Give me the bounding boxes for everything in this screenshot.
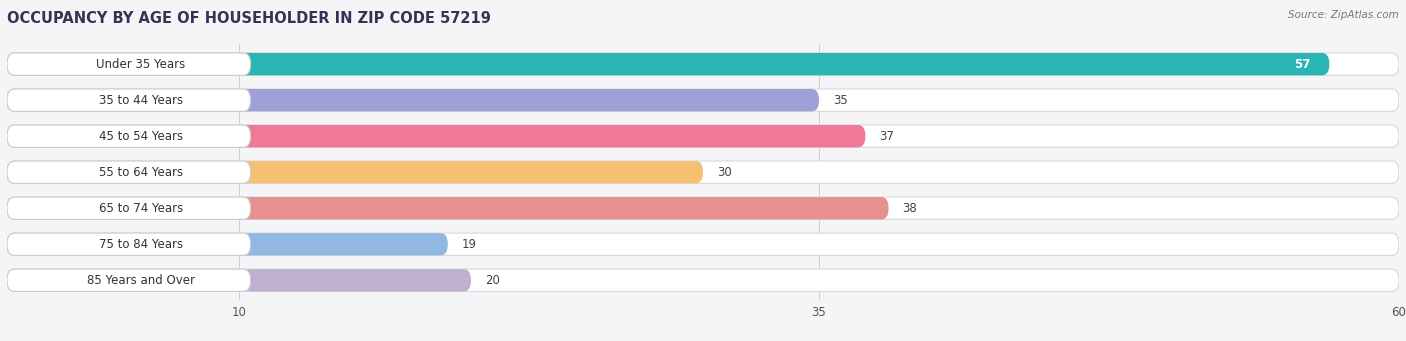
FancyBboxPatch shape <box>7 269 250 292</box>
FancyBboxPatch shape <box>7 53 1399 75</box>
FancyBboxPatch shape <box>7 197 1399 219</box>
Text: 30: 30 <box>717 166 731 179</box>
FancyBboxPatch shape <box>7 125 1399 147</box>
FancyBboxPatch shape <box>7 269 471 292</box>
FancyBboxPatch shape <box>7 89 250 111</box>
FancyBboxPatch shape <box>7 53 1330 75</box>
Text: 38: 38 <box>903 202 917 215</box>
Text: 35: 35 <box>832 94 848 107</box>
FancyBboxPatch shape <box>7 125 866 147</box>
FancyBboxPatch shape <box>7 233 1399 255</box>
FancyBboxPatch shape <box>7 197 889 219</box>
FancyBboxPatch shape <box>7 269 1399 292</box>
FancyBboxPatch shape <box>7 197 250 219</box>
FancyBboxPatch shape <box>7 233 250 255</box>
Text: 35 to 44 Years: 35 to 44 Years <box>98 94 183 107</box>
Text: OCCUPANCY BY AGE OF HOUSEHOLDER IN ZIP CODE 57219: OCCUPANCY BY AGE OF HOUSEHOLDER IN ZIP C… <box>7 12 491 26</box>
FancyBboxPatch shape <box>7 53 250 75</box>
FancyBboxPatch shape <box>7 161 1399 183</box>
Text: 75 to 84 Years: 75 to 84 Years <box>98 238 183 251</box>
Text: 85 Years and Over: 85 Years and Over <box>87 274 195 287</box>
Text: Under 35 Years: Under 35 Years <box>97 58 186 71</box>
FancyBboxPatch shape <box>7 161 703 183</box>
Text: 37: 37 <box>879 130 894 143</box>
FancyBboxPatch shape <box>7 125 250 147</box>
Text: 57: 57 <box>1295 58 1310 71</box>
Text: 65 to 74 Years: 65 to 74 Years <box>98 202 183 215</box>
Text: 45 to 54 Years: 45 to 54 Years <box>98 130 183 143</box>
Text: 19: 19 <box>461 238 477 251</box>
FancyBboxPatch shape <box>7 233 447 255</box>
FancyBboxPatch shape <box>7 89 818 111</box>
Text: 20: 20 <box>485 274 499 287</box>
Text: Source: ZipAtlas.com: Source: ZipAtlas.com <box>1288 10 1399 20</box>
FancyBboxPatch shape <box>7 89 1399 111</box>
FancyBboxPatch shape <box>7 161 250 183</box>
Text: 55 to 64 Years: 55 to 64 Years <box>98 166 183 179</box>
